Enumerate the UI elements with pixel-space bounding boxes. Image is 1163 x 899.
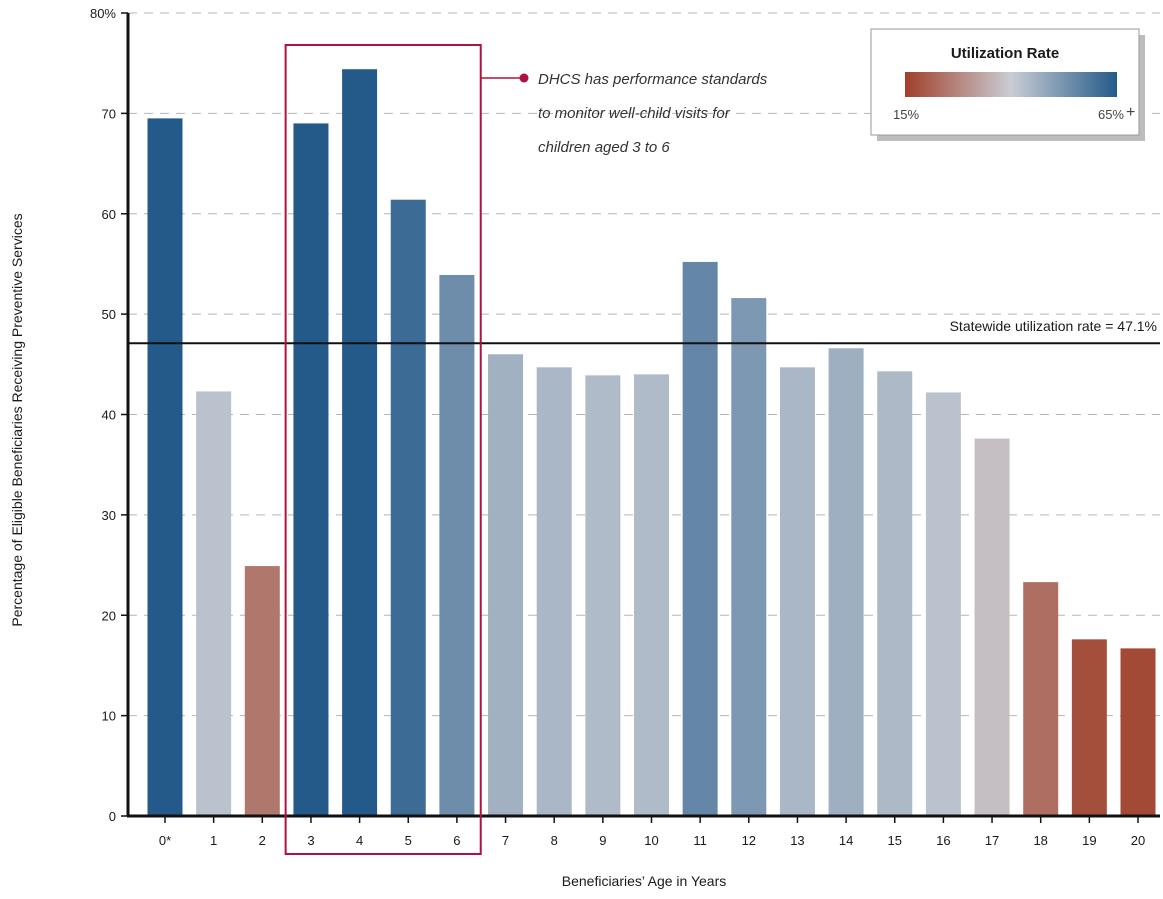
- annotation-callout-dot: [519, 73, 529, 83]
- x-tick-label: 13: [790, 833, 804, 848]
- x-tick-label: 0*: [159, 833, 171, 848]
- y-tick-label: 80%: [90, 6, 116, 21]
- x-axis-title: Beneficiaries’ Age in Years: [562, 873, 726, 889]
- bar-age-12: [731, 298, 767, 816]
- y-tick-label: 30: [102, 508, 116, 523]
- bar-age-11: [682, 261, 718, 816]
- x-tick-label: 17: [985, 833, 999, 848]
- bar-age-19: [1071, 639, 1107, 816]
- legend-max-suffix: +: [1126, 104, 1135, 121]
- y-tick-label: 20: [102, 608, 116, 623]
- x-tick-label: 2: [259, 833, 266, 848]
- legend-title: Utilization Rate: [951, 45, 1059, 62]
- bar-age-10: [634, 374, 669, 816]
- bar-age-13: [779, 367, 815, 816]
- x-tick-label: 8: [551, 833, 558, 848]
- x-tick-label: 4: [356, 833, 363, 848]
- annotation-line-2: to monitor well-child visits for: [538, 105, 731, 122]
- bar-age-8: [536, 367, 572, 816]
- y-tick-label: 50: [102, 307, 116, 322]
- y-tick-label: 0: [109, 809, 116, 824]
- bar-age-15: [877, 371, 913, 816]
- bar-age-1: [196, 391, 232, 816]
- x-tick-label: 5: [405, 833, 412, 848]
- legend: Utilization Rate 15% 65% +: [870, 28, 1145, 141]
- bar-age-14: [828, 348, 864, 816]
- bar-age-9: [585, 375, 621, 816]
- bar-age-7: [488, 354, 524, 816]
- bar-age-3: [293, 123, 329, 817]
- bar-age-17: [974, 438, 1010, 816]
- legend-gradient-bar: [905, 72, 1117, 97]
- x-tick-label: 3: [307, 833, 314, 848]
- statewide-reference-label: Statewide utilization rate = 47.1%: [950, 318, 1157, 334]
- bar-age-5: [390, 199, 426, 816]
- x-tick-label: 19: [1082, 833, 1096, 848]
- annotation-line-3: children aged 3 to 6: [538, 139, 670, 156]
- x-tick-label: 15: [888, 833, 902, 848]
- y-tick-label: 70: [102, 106, 116, 121]
- x-tick-label: 10: [644, 833, 658, 848]
- y-tick-label: 40: [102, 408, 116, 423]
- x-tick-label: 11: [693, 833, 707, 848]
- x-tick-label: 20: [1131, 833, 1145, 848]
- bar-age-6: [439, 274, 475, 816]
- bar-age-4: [342, 69, 378, 816]
- x-tick-label: 14: [839, 833, 853, 848]
- bar-age-16: [925, 392, 961, 816]
- y-axis-ticks: 0 10 20 30 40 50 60 70 80%: [90, 6, 128, 824]
- x-tick-label: 7: [502, 833, 509, 848]
- bar-age-0: [147, 118, 183, 817]
- x-tick-label: 1: [210, 833, 217, 848]
- x-tick-label: 12: [742, 833, 756, 848]
- bars: [147, 69, 1156, 817]
- y-axis-title: Percentage of Eligible Beneficiaries Rec…: [9, 213, 25, 626]
- annotation-line-1: DHCS has performance standards: [538, 71, 768, 88]
- legend-min-label: 15%: [893, 107, 919, 122]
- x-tick-label: 9: [599, 833, 606, 848]
- highlight-box-ages-3-to-6: [284, 44, 482, 855]
- x-axis-ticks: 0* 1 2 3 4 5 6 7 8 9 10 11 12 13 14 15 16 17 18 19 20: [159, 816, 1145, 848]
- bar-age-2: [244, 566, 280, 816]
- x-tick-label: 16: [936, 833, 950, 848]
- x-tick-label: 6: [453, 833, 460, 848]
- y-tick-label: 60: [102, 207, 116, 222]
- legend-max-label: 65%: [1098, 107, 1124, 122]
- x-tick-label: 18: [1033, 833, 1047, 848]
- bar-age-20: [1120, 648, 1156, 816]
- bar-age-18: [1023, 582, 1059, 816]
- y-tick-label: 10: [102, 709, 116, 724]
